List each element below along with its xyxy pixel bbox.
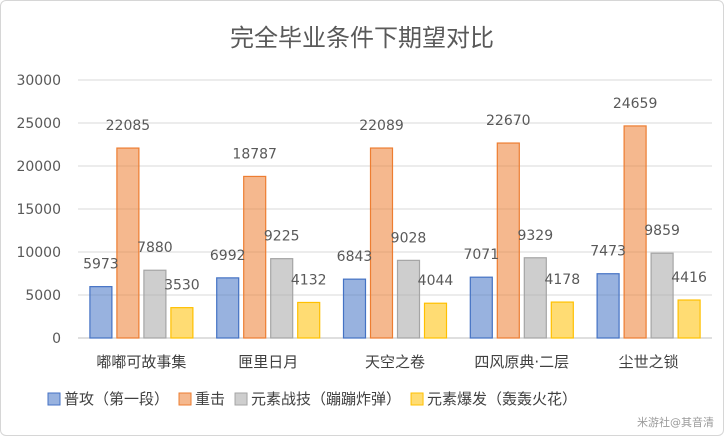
x-tick-label: 天空之卷: [365, 353, 425, 371]
data-labels: 5973 22085 7880 3530 6992 18787 9225 4132 6843 22…: [83, 96, 707, 294]
bar: [116, 147, 140, 339]
bar: [297, 301, 321, 339]
y-tick-label: 15000: [16, 202, 61, 218]
data-label: 4178: [544, 272, 580, 288]
y-tick-label: 0: [52, 331, 61, 347]
legend-label: 元素爆发（轰轰火花）: [427, 390, 577, 408]
watermark: 米游社@其音清: [637, 415, 714, 429]
legend-swatch: [410, 392, 424, 406]
data-label: 5973: [83, 257, 119, 273]
y-tick-label: 30000: [16, 73, 61, 89]
data-label: 22085: [106, 118, 151, 134]
data-label: 9028: [391, 230, 427, 246]
data-label: 6843: [337, 249, 373, 265]
data-label: 7473: [590, 244, 626, 260]
bar: [369, 147, 394, 339]
bar: [596, 273, 620, 339]
bar: [170, 307, 194, 339]
bar: [677, 299, 701, 339]
data-label: 22670: [486, 113, 531, 129]
bar: [270, 258, 294, 339]
bar: [396, 259, 421, 339]
data-label: 7880: [137, 240, 173, 256]
bar: [469, 276, 493, 339]
bars: [89, 125, 701, 339]
legend-swatch: [178, 392, 192, 406]
x-tick-label: 嘟嘟可故事集: [96, 353, 186, 371]
data-label: 9225: [264, 229, 300, 245]
data-label: 6992: [210, 248, 246, 264]
y-axis: 0 5000 10000 15000 20000 25000 30000: [16, 73, 61, 347]
y-tick-label: 20000: [16, 159, 61, 175]
data-label: 7071: [463, 247, 499, 263]
bar: [523, 257, 547, 339]
y-tick-label: 25000: [16, 116, 61, 132]
bar: [650, 252, 674, 339]
x-tick-label: 四风原典·二层: [474, 353, 569, 371]
legend-label: 重击: [195, 390, 225, 408]
x-tick-label: 匣里日月: [238, 353, 298, 371]
bar: [143, 269, 167, 339]
legend-swatch: [47, 392, 61, 406]
y-tick-label: 10000: [16, 245, 61, 261]
chart-title: 完全毕业条件下期望对比: [230, 24, 494, 52]
bar: [496, 142, 520, 339]
data-label: 18787: [232, 146, 277, 162]
bar: [423, 302, 448, 339]
bar: [89, 286, 113, 339]
data-label: 3530: [164, 278, 200, 294]
legend-label: 普攻（第一段）: [64, 390, 169, 408]
bar: [216, 277, 240, 339]
x-axis: 嘟嘟可故事集 匣里日月 天空之卷 四风原典·二层 尘世之锁: [96, 353, 678, 371]
y-tick-label: 5000: [25, 288, 61, 304]
data-label: 9329: [517, 228, 553, 244]
data-label: 9859: [644, 223, 680, 239]
legend: 普攻（第一段） 重击 元素战技（蹦蹦炸弹） 元素爆发（轰轰火花）: [47, 390, 577, 408]
data-label: 4132: [291, 272, 327, 288]
bar: [342, 278, 367, 339]
data-label: 4044: [418, 273, 454, 289]
legend-swatch: [234, 392, 248, 406]
bar: [243, 175, 267, 339]
legend-label: 元素战技（蹦蹦炸弹）: [251, 390, 401, 408]
bar: [550, 301, 574, 339]
x-tick-label: 尘世之锁: [619, 353, 679, 371]
data-label: 22089: [359, 118, 404, 134]
bar: [623, 125, 647, 339]
data-label: 24659: [613, 96, 658, 112]
data-label: 4416: [671, 270, 707, 286]
